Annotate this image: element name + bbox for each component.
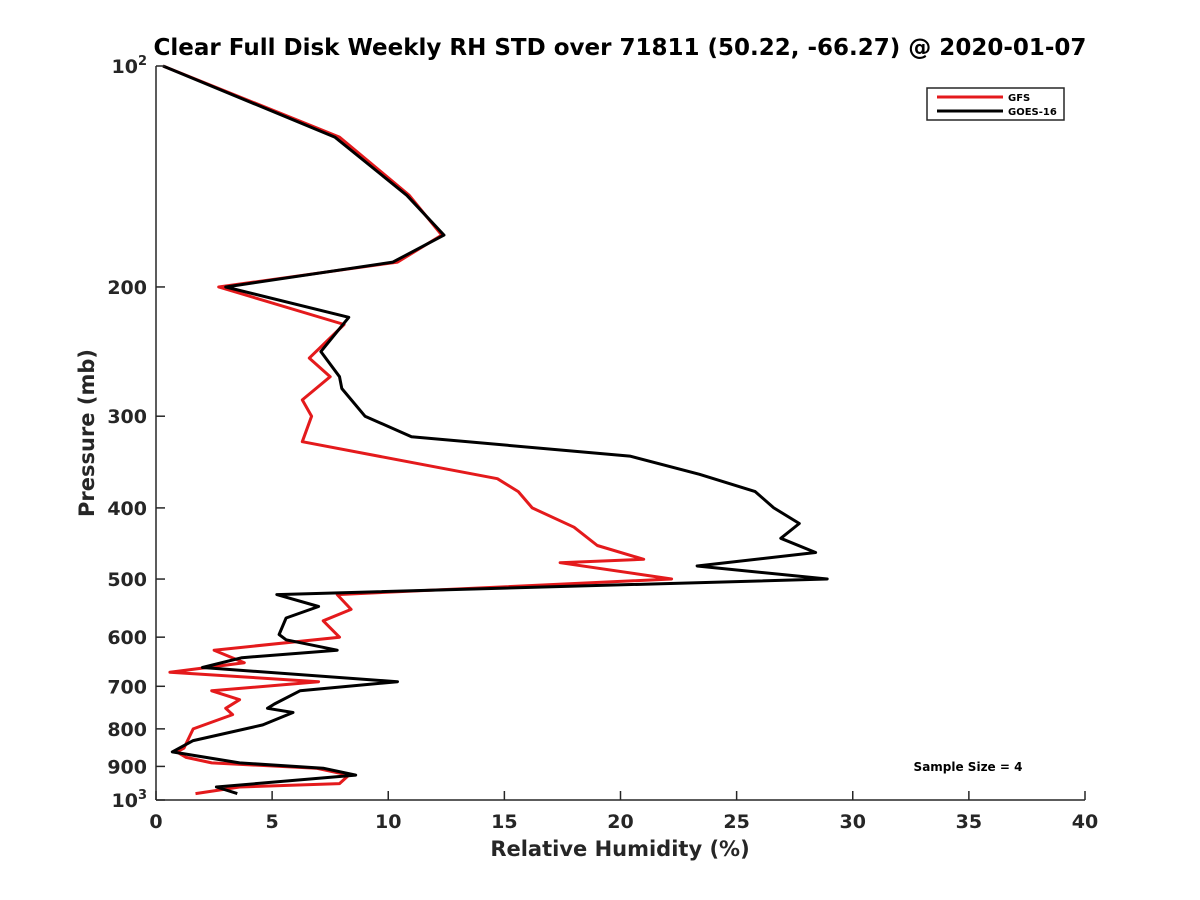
series-line-goes-16: [162, 64, 829, 796]
y-tick-label: 800: [107, 719, 147, 741]
x-tick-label: 35: [956, 811, 982, 833]
chart-title: Clear Full Disk Weekly RH STD over 71811…: [154, 35, 1087, 61]
y-tick-label: 400: [107, 498, 147, 520]
x-axis-label: Relative Humidity (%): [490, 837, 749, 861]
y-tick-label: 600: [107, 627, 147, 649]
x-ticks: 0 5 10 15 20 25 30 35 40: [149, 791, 1098, 833]
legend-label: GFS: [1008, 93, 1030, 104]
legend-box: [926, 87, 1065, 121]
x-tick-label: 0: [149, 811, 162, 833]
y-tick-label: 700: [107, 676, 147, 698]
x-tick-label: 20: [607, 811, 633, 833]
y-ticks: 102 200 300 400 500 600 700 800 900 103: [107, 54, 165, 812]
series-layer: [162, 64, 829, 796]
x-tick-label: 10: [375, 811, 401, 833]
x-tick-label: 40: [1072, 811, 1098, 833]
x-tick-label: 5: [266, 811, 279, 833]
y-tick-label: 103: [112, 788, 148, 812]
legend-label: GOES-16: [1008, 107, 1057, 118]
x-tick-label: 15: [491, 811, 517, 833]
x-tick-label: 25: [723, 811, 749, 833]
y-axis-label: Pressure (mb): [75, 349, 99, 517]
y-tick-label: 300: [107, 406, 147, 428]
y-tick-label: 200: [107, 277, 147, 299]
y-tick-label: 102: [112, 54, 148, 78]
y-tick-label: 900: [107, 756, 147, 778]
x-tick-label: 30: [840, 811, 866, 833]
sample-size-annotation: Sample Size = 4: [914, 760, 1023, 774]
y-tick-label: 500: [107, 569, 147, 591]
legend: GFS GOES-16: [926, 87, 1065, 121]
